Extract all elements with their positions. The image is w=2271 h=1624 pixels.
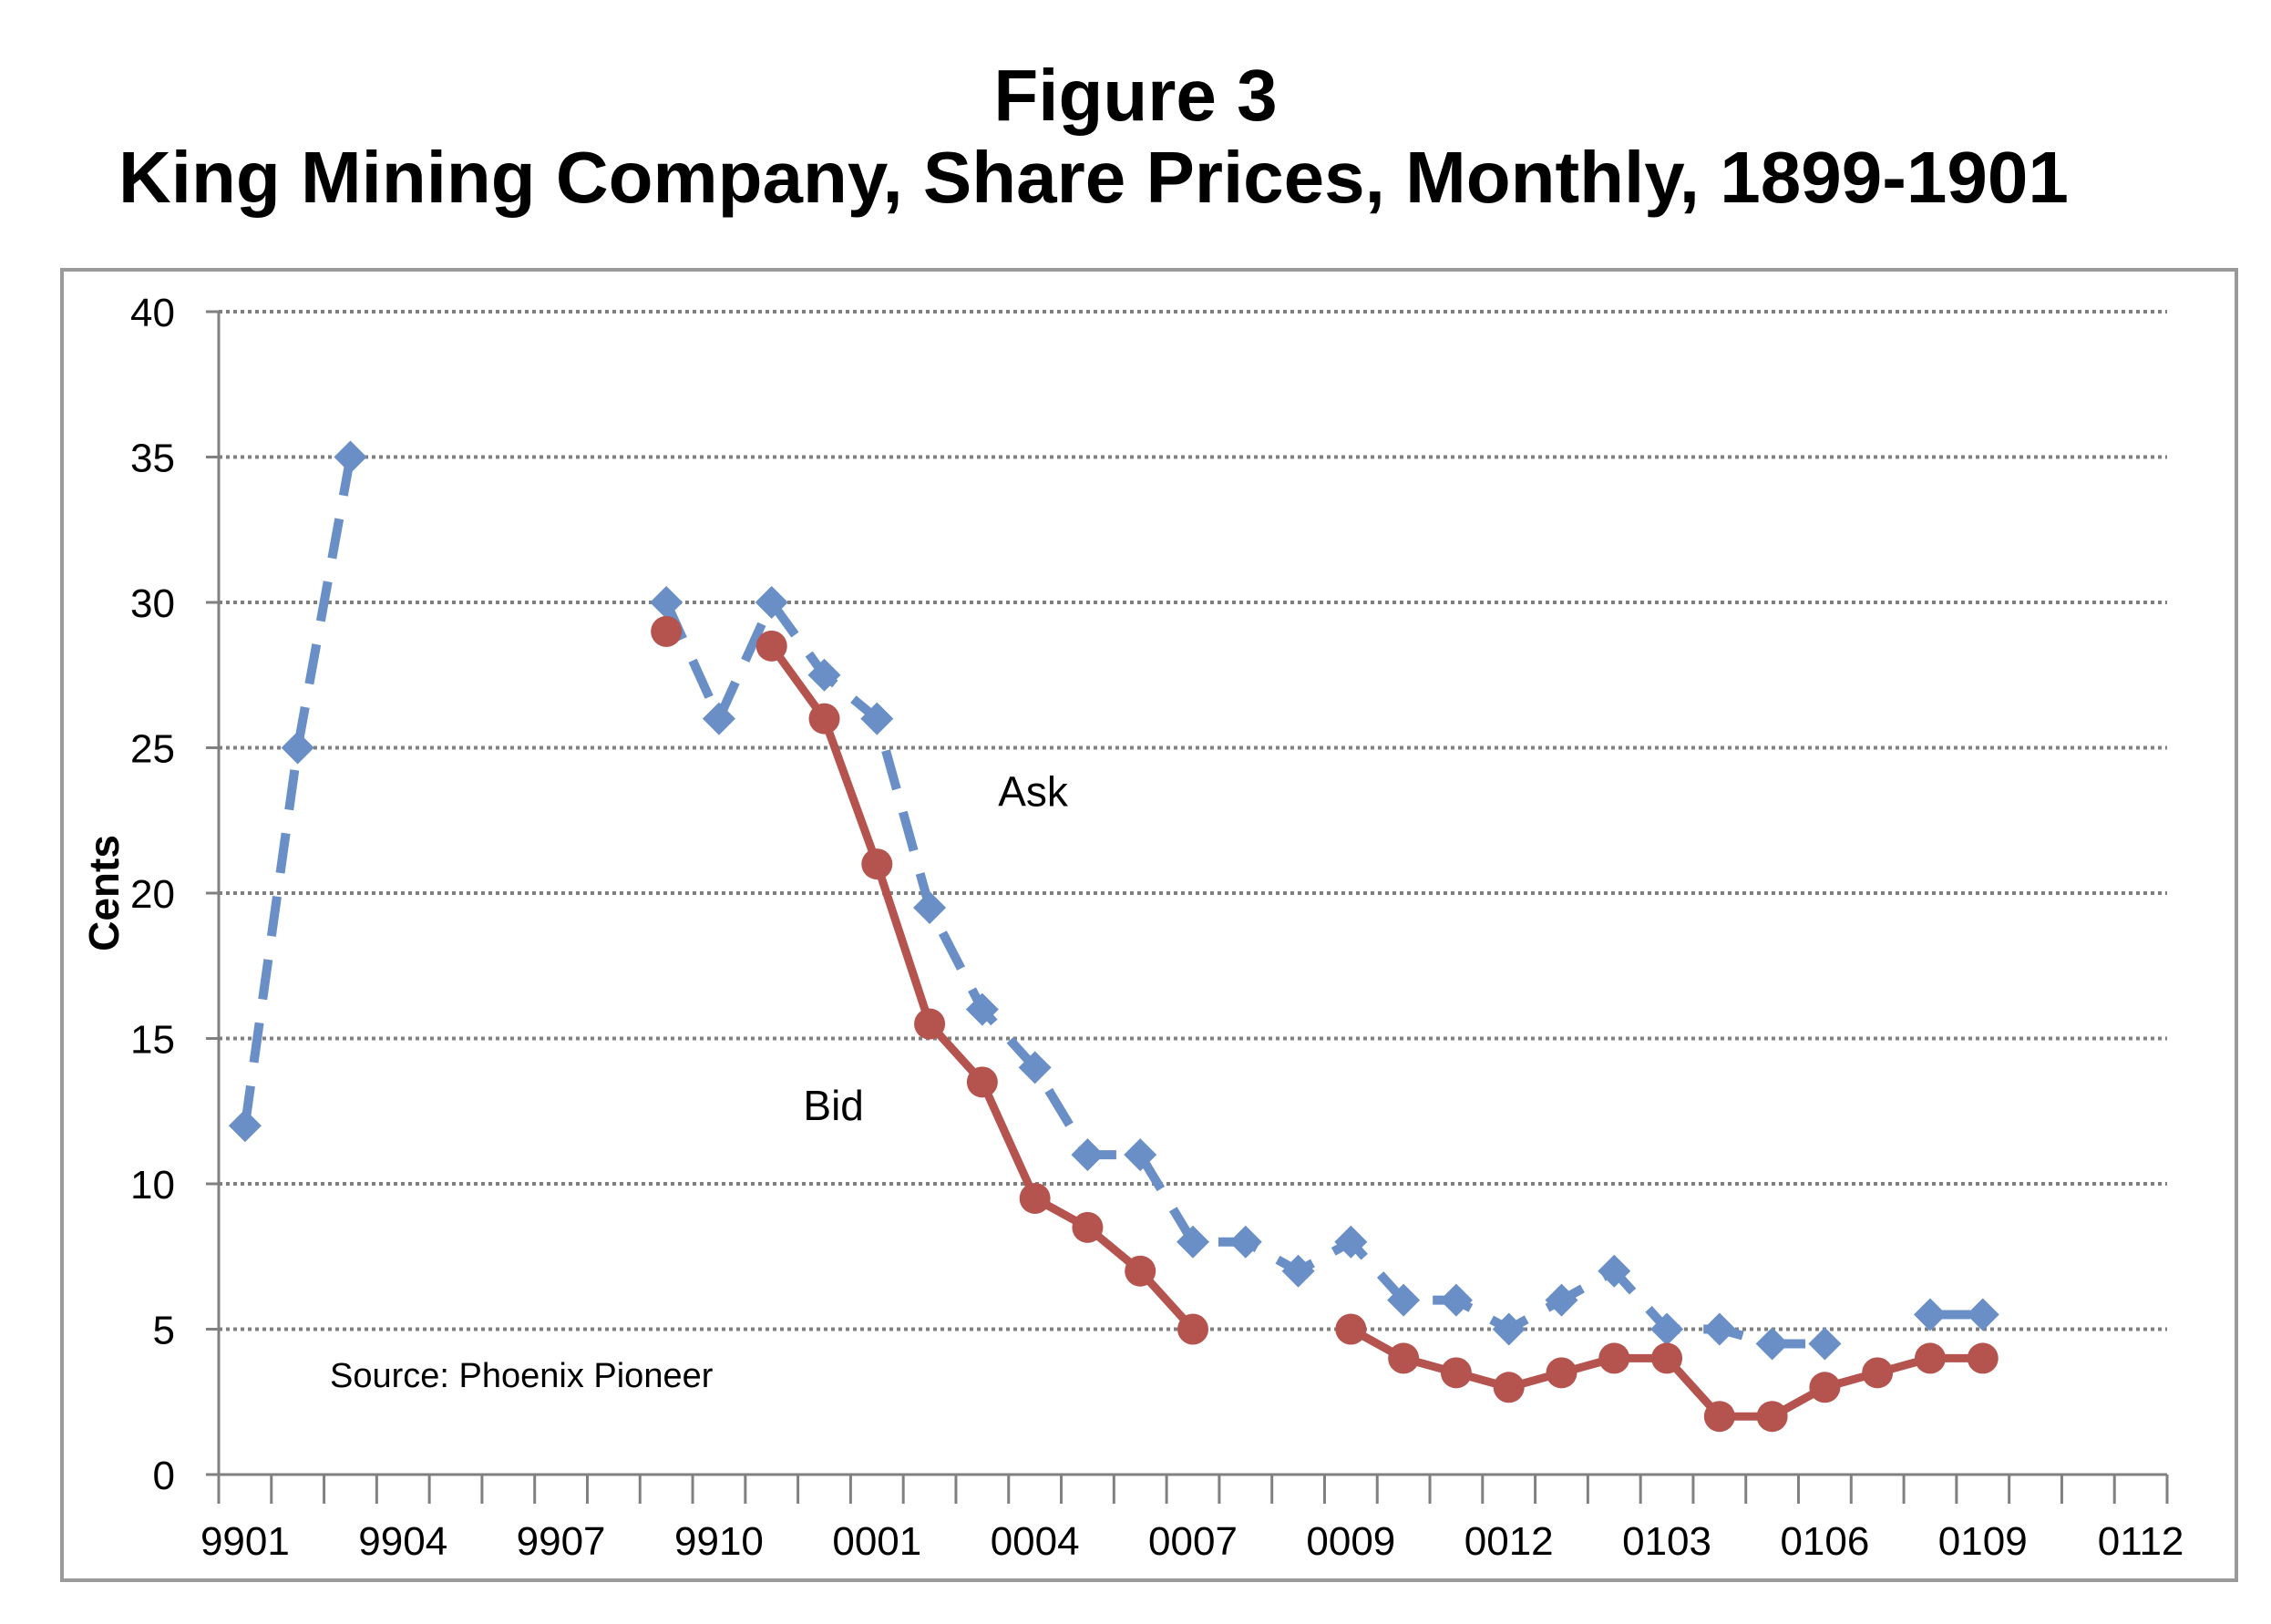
data-point-bid [1967,1342,1999,1374]
data-point-ask [755,586,788,619]
axes [206,310,2169,1504]
data-point-bid [1598,1342,1630,1374]
data-point-bid [1019,1182,1051,1214]
data-point-ask [1598,1254,1631,1288]
chart-title: Figure 3 [993,55,1278,136]
data-point-ask [1808,1327,1842,1361]
x-tick-label: 0109 [1938,1519,2028,1564]
x-tick-label: 0012 [1464,1519,1554,1564]
x-tick-label: 0103 [1622,1519,1711,1564]
data-point-ask [1228,1225,1262,1259]
data-point-ask [1439,1283,1473,1317]
y-tick-label: 15 [130,1018,175,1063]
data-point-bid [651,615,683,647]
y-tick-label: 10 [130,1163,175,1208]
annotation-ask: Ask [998,767,1069,815]
data-point-ask [1124,1138,1157,1172]
data-point-ask [702,702,735,735]
y-tick-label: 0 [153,1454,175,1498]
data-point-bid [1809,1372,1841,1403]
data-point-bid [1125,1255,1156,1287]
data-point-ask [1177,1225,1209,1259]
data-point-bid [755,630,787,662]
x-tick-label: 0112 [2098,1519,2184,1564]
data-point-ask [913,890,947,924]
annotation-bid: Bid [803,1082,863,1129]
gridlines [219,310,2167,1331]
data-point-ask [1281,1254,1315,1288]
data-point-ask [860,702,894,735]
y-axis-label: Cents [80,835,128,951]
chart-frame [60,268,2238,1582]
data-point-bid [1440,1357,1472,1389]
data-point-bid [1546,1357,1577,1389]
data-point-ask [1071,1138,1105,1172]
y-tick-label: 20 [130,872,175,917]
data-point-ask [1755,1327,1789,1361]
data-point-bid [808,703,840,735]
x-tick-labels: 9901 9904 9907 9910 0001 0004 0007 0009 0012 0103… [200,1519,2184,1564]
data-point-bid [914,1008,946,1040]
data-point-ask [1334,1225,1368,1259]
data-point-bid [1072,1211,1104,1243]
x-tick-label: 9901 [200,1519,290,1564]
data-point-ask [1702,1312,1736,1346]
data-point-bid [1177,1313,1208,1345]
data-point-bid [1335,1313,1367,1345]
source-note: Source: Phoenix Pioneer [330,1357,714,1395]
y-tick-labels: 0 5 10 15 20 25 30 35 40 [130,291,175,1498]
data-point-ask [965,992,999,1026]
x-tick-label: 9910 [674,1519,764,1564]
data-point-bid [861,848,893,880]
x-tick-label: 0106 [1780,1519,1869,1564]
series-line-ask [240,456,355,1126]
data-point-bid [1651,1342,1683,1374]
data-point-ask [1650,1312,1684,1346]
y-tick-label: 30 [130,581,175,626]
x-tick-label: 9907 [517,1519,606,1564]
data-series [228,440,1999,1433]
y-tick-label: 35 [130,437,175,481]
data-point-ask [1913,1298,1947,1331]
data-point-ask [807,658,841,692]
data-point-ask [1545,1283,1578,1317]
data-point-bid [1914,1342,1946,1374]
data-point-ask [334,440,367,474]
data-point-ask [281,731,314,765]
data-point-bid [1493,1372,1525,1403]
chart-title-block: Figure 3 King Mining Company, Share Pric… [0,55,2271,218]
data-point-ask [228,1109,262,1143]
data-point-bid [966,1066,998,1098]
x-tick-label: 0009 [1306,1519,1395,1564]
data-point-bid [1862,1357,1894,1389]
data-point-ask [650,586,683,619]
data-point-bid [1388,1342,1420,1374]
data-point-ask [1018,1051,1052,1084]
data-point-ask [1387,1283,1421,1317]
chart-subtitle: King Mining Company, Share Prices, Month… [118,137,2069,218]
x-tick-label: 0001 [832,1519,921,1564]
x-tick-label: 0004 [991,1519,1080,1564]
x-tick-label: 0007 [1148,1519,1238,1564]
data-point-bid [1703,1401,1735,1433]
y-tick-label: 5 [153,1309,175,1353]
y-tick-label: 40 [130,291,175,335]
y-tick-label: 25 [130,727,175,772]
series-line-bid [768,643,1197,1332]
data-point-ask [1492,1312,1526,1346]
data-point-bid [1756,1401,1788,1433]
x-tick-label: 9904 [358,1519,447,1564]
data-point-ask [1966,1298,1999,1331]
